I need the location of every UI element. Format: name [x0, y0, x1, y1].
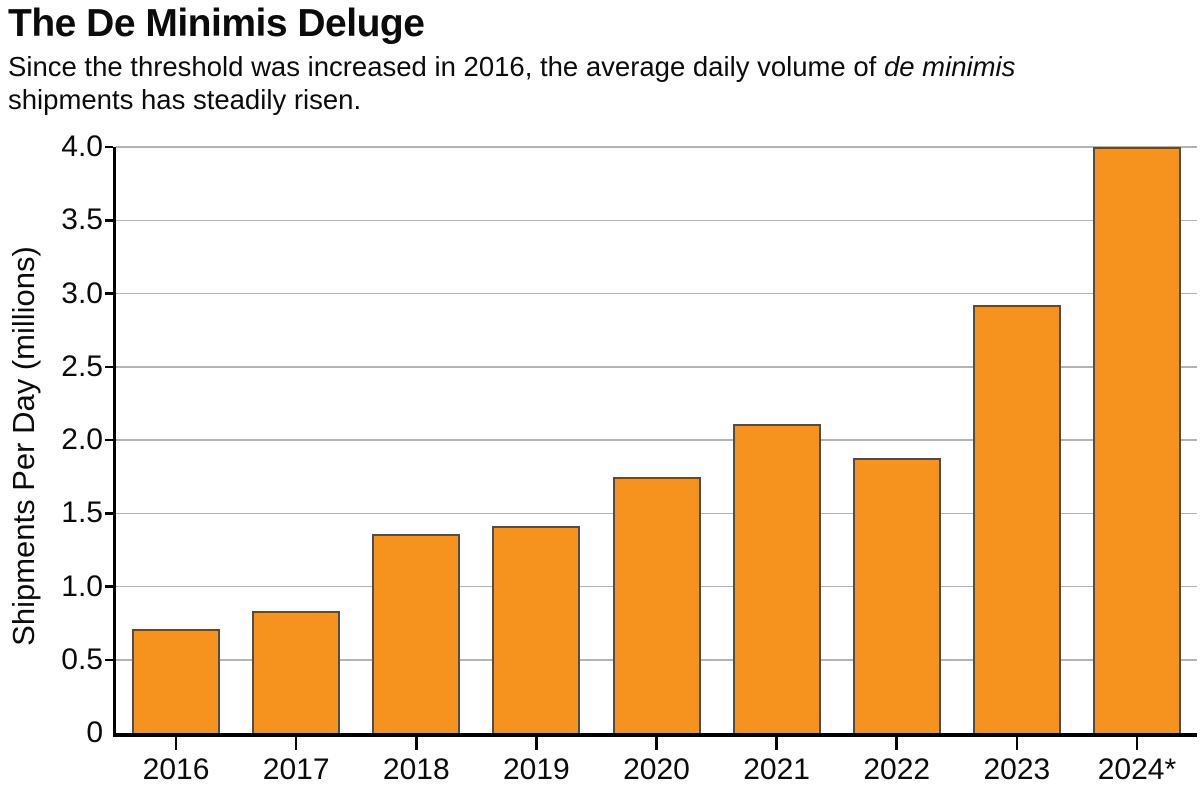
bar-2023	[972, 305, 1061, 733]
gridline-y-4.0	[116, 146, 1197, 148]
subtitle-text: Since the threshold was increased in 201…	[8, 51, 884, 82]
bar-2021	[732, 423, 821, 733]
gridline-y-2.0	[116, 439, 1197, 441]
x-tick-mark-2019	[535, 737, 538, 750]
y-tick-mark-4.0	[105, 145, 113, 149]
x-tick-label-2016: 2016	[142, 753, 210, 786]
x-tick-label-2023: 2023	[983, 753, 1051, 786]
y-tick-label-3.0: 3.0	[61, 276, 103, 310]
chart-subtitle: Since the threshold was increased in 201…	[8, 50, 1113, 116]
y-tick-mark-2.5	[105, 365, 113, 368]
x-tick-label-2024: 2024*	[1097, 753, 1177, 786]
x-tick-mark-2022	[895, 737, 898, 750]
plot-area	[113, 146, 1197, 737]
x-tick-label-2018: 2018	[382, 753, 450, 786]
subtitle-italic-term: de minimis	[883, 51, 1016, 82]
x-tick-label-2021: 2021	[743, 753, 810, 786]
y-tick-label-0.5: 0.5	[61, 642, 103, 676]
x-tick-label-2022: 2022	[863, 753, 931, 786]
x-tick-mark-2016	[174, 737, 178, 750]
chart-title: The De Minimis Deluge	[8, 2, 425, 45]
x-tick-mark-2020	[655, 737, 658, 750]
y-tick-mark-2.0	[105, 438, 113, 442]
x-tick-mark-2024	[1135, 737, 1139, 750]
gridline-y-3.5	[116, 219, 1197, 221]
x-tick-label-2020: 2020	[623, 753, 690, 786]
x-tick-mark-2017	[294, 737, 298, 750]
bar-2016	[132, 629, 221, 733]
y-tick-label-0: 0	[86, 716, 103, 749]
x-tick-mark-2021	[775, 737, 778, 750]
bar-2019	[492, 526, 581, 733]
bar-2018	[372, 533, 461, 733]
y-tick-mark-0.5	[105, 658, 113, 661]
x-tick-mark-2023	[1015, 737, 1019, 750]
subtitle-text-end: shipments has steadily risen.	[8, 84, 362, 115]
y-tick-mark-1.5	[105, 512, 113, 515]
y-tick-mark-3.0	[105, 292, 113, 295]
gridline-y-3.0	[116, 292, 1197, 295]
y-tick-label-1.5: 1.5	[61, 496, 103, 530]
bar-2017	[252, 611, 341, 733]
y-tick-label-2.0: 2.0	[61, 423, 103, 456]
gridline-y-2.5	[116, 366, 1197, 368]
bar-2020	[612, 476, 701, 733]
y-tick-label-2.5: 2.5	[61, 349, 103, 383]
y-tick-mark-1.0	[105, 585, 113, 588]
bar-2022	[852, 457, 941, 733]
y-tick-label-3.5: 3.5	[61, 203, 103, 237]
x-tick-label-2019: 2019	[503, 753, 570, 786]
bar-2024	[1092, 147, 1181, 733]
y-tick-label-1.0: 1.0	[61, 569, 103, 603]
y-tick-label-4.0: 4.0	[61, 130, 103, 163]
x-tick-mark-2018	[415, 737, 418, 750]
y-tick-mark-3.5	[105, 219, 113, 222]
x-tick-label-2017: 2017	[262, 753, 330, 786]
